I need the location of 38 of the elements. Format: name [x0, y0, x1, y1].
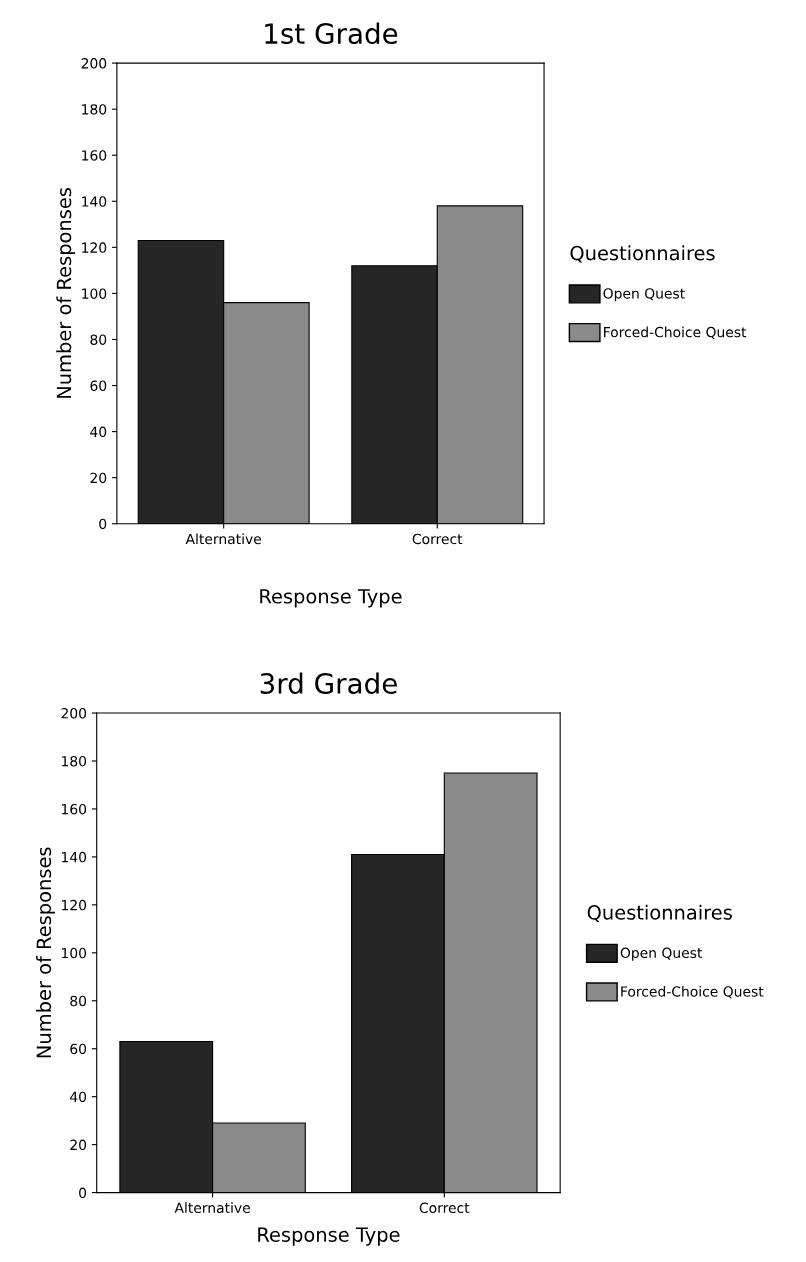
y-axis-title: Number of Responses	[36, 847, 55, 1058]
chart-title: 1st Grade	[265, 22, 398, 45]
y-tick-label: 100	[62, 947, 87, 959]
legend-title: Questionnaires	[570, 245, 715, 263]
y-tick-label: 20	[90, 472, 107, 484]
y-tick-label: 180	[62, 755, 87, 767]
y-tick-label: 200	[61, 708, 87, 719]
y-tick-label: 160	[62, 803, 87, 815]
y-tick-label: 140	[82, 196, 107, 207]
x-tick-label: Alternative	[185, 533, 262, 545]
x-tick-label: Correct	[419, 1202, 470, 1214]
y-tick-label: 40	[70, 1091, 87, 1103]
y-tick-label: 60	[90, 380, 107, 392]
y-tick-label: 0	[79, 1187, 87, 1199]
y-tick-label: 0	[99, 518, 107, 530]
x-axis-title: Response Type	[258, 1227, 400, 1246]
legend-label: Forced-Choice Quest	[604, 326, 747, 339]
y-tick-label: 180	[82, 104, 107, 115]
legend-label: Open Quest	[620, 947, 703, 961]
y-tick-label: 120	[62, 899, 87, 911]
y-tick-label: 40	[90, 426, 107, 438]
y-tick-label: 80	[90, 334, 107, 345]
y-tick-label: 80	[70, 995, 87, 1007]
y-tick-label: 60	[70, 1043, 87, 1055]
y-tick-label: 120	[82, 242, 107, 253]
legend-label: Open Quest	[603, 288, 685, 302]
x-axis-title: Response Type	[260, 589, 402, 608]
chart-title: 3rd Grade	[260, 672, 397, 694]
legend-title: Questionnaires	[587, 904, 732, 922]
y-tick-label: 140	[62, 851, 87, 863]
legend-label: Forced-Choice Quest	[621, 985, 764, 999]
y-tick-label: 20	[70, 1139, 87, 1151]
y-axis-title: Number of Responses	[56, 188, 76, 398]
x-tick-label: Correct	[412, 533, 463, 545]
y-tick-label: 100	[82, 288, 107, 299]
y-tick-label: 200	[81, 58, 107, 69]
y-tick-label: 160	[82, 150, 107, 161]
x-tick-label: Alternative	[174, 1202, 250, 1214]
